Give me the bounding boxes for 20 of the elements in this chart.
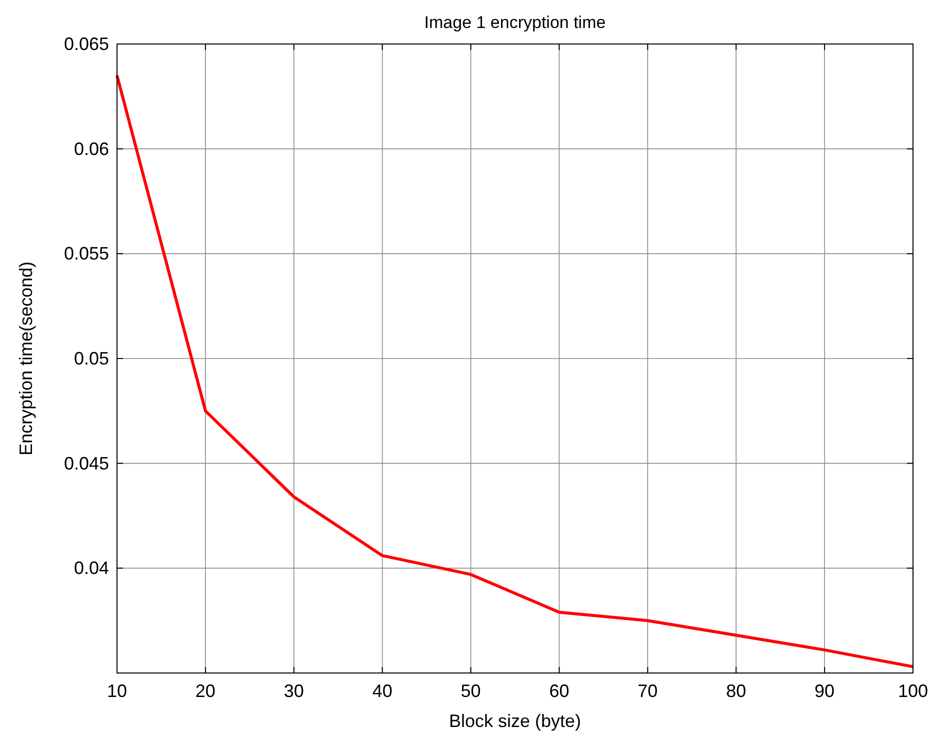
- x-tick-label: 50: [460, 681, 481, 701]
- y-tick-label: 0.045: [64, 453, 109, 474]
- y-tick-label: 0.05: [74, 348, 109, 368]
- x-tick-label: 80: [726, 681, 746, 701]
- x-tick-label: 40: [372, 681, 392, 701]
- y-axis-title: Encryption time(second): [16, 261, 36, 456]
- y-tick-label: 0.065: [64, 34, 109, 54]
- y-tick-label: 0.04: [74, 558, 109, 578]
- y-tick-label: 0.055: [64, 244, 109, 264]
- x-tick-label: 60: [549, 681, 570, 701]
- x-axis-title: Block size (byte): [448, 711, 582, 731]
- x-tick-label: 10: [106, 681, 128, 701]
- x-tick-label: 30: [284, 681, 304, 701]
- line-series: [116, 74, 914, 668]
- x-tick-label: 90: [814, 681, 835, 701]
- chart-title: Image 1 encryption time: [424, 13, 606, 32]
- x-tick-label: 20: [195, 681, 216, 701]
- x-tick-label: 70: [638, 681, 658, 701]
- x-tick-label: 100: [898, 681, 928, 701]
- y-tick-label: 0.06: [74, 138, 109, 159]
